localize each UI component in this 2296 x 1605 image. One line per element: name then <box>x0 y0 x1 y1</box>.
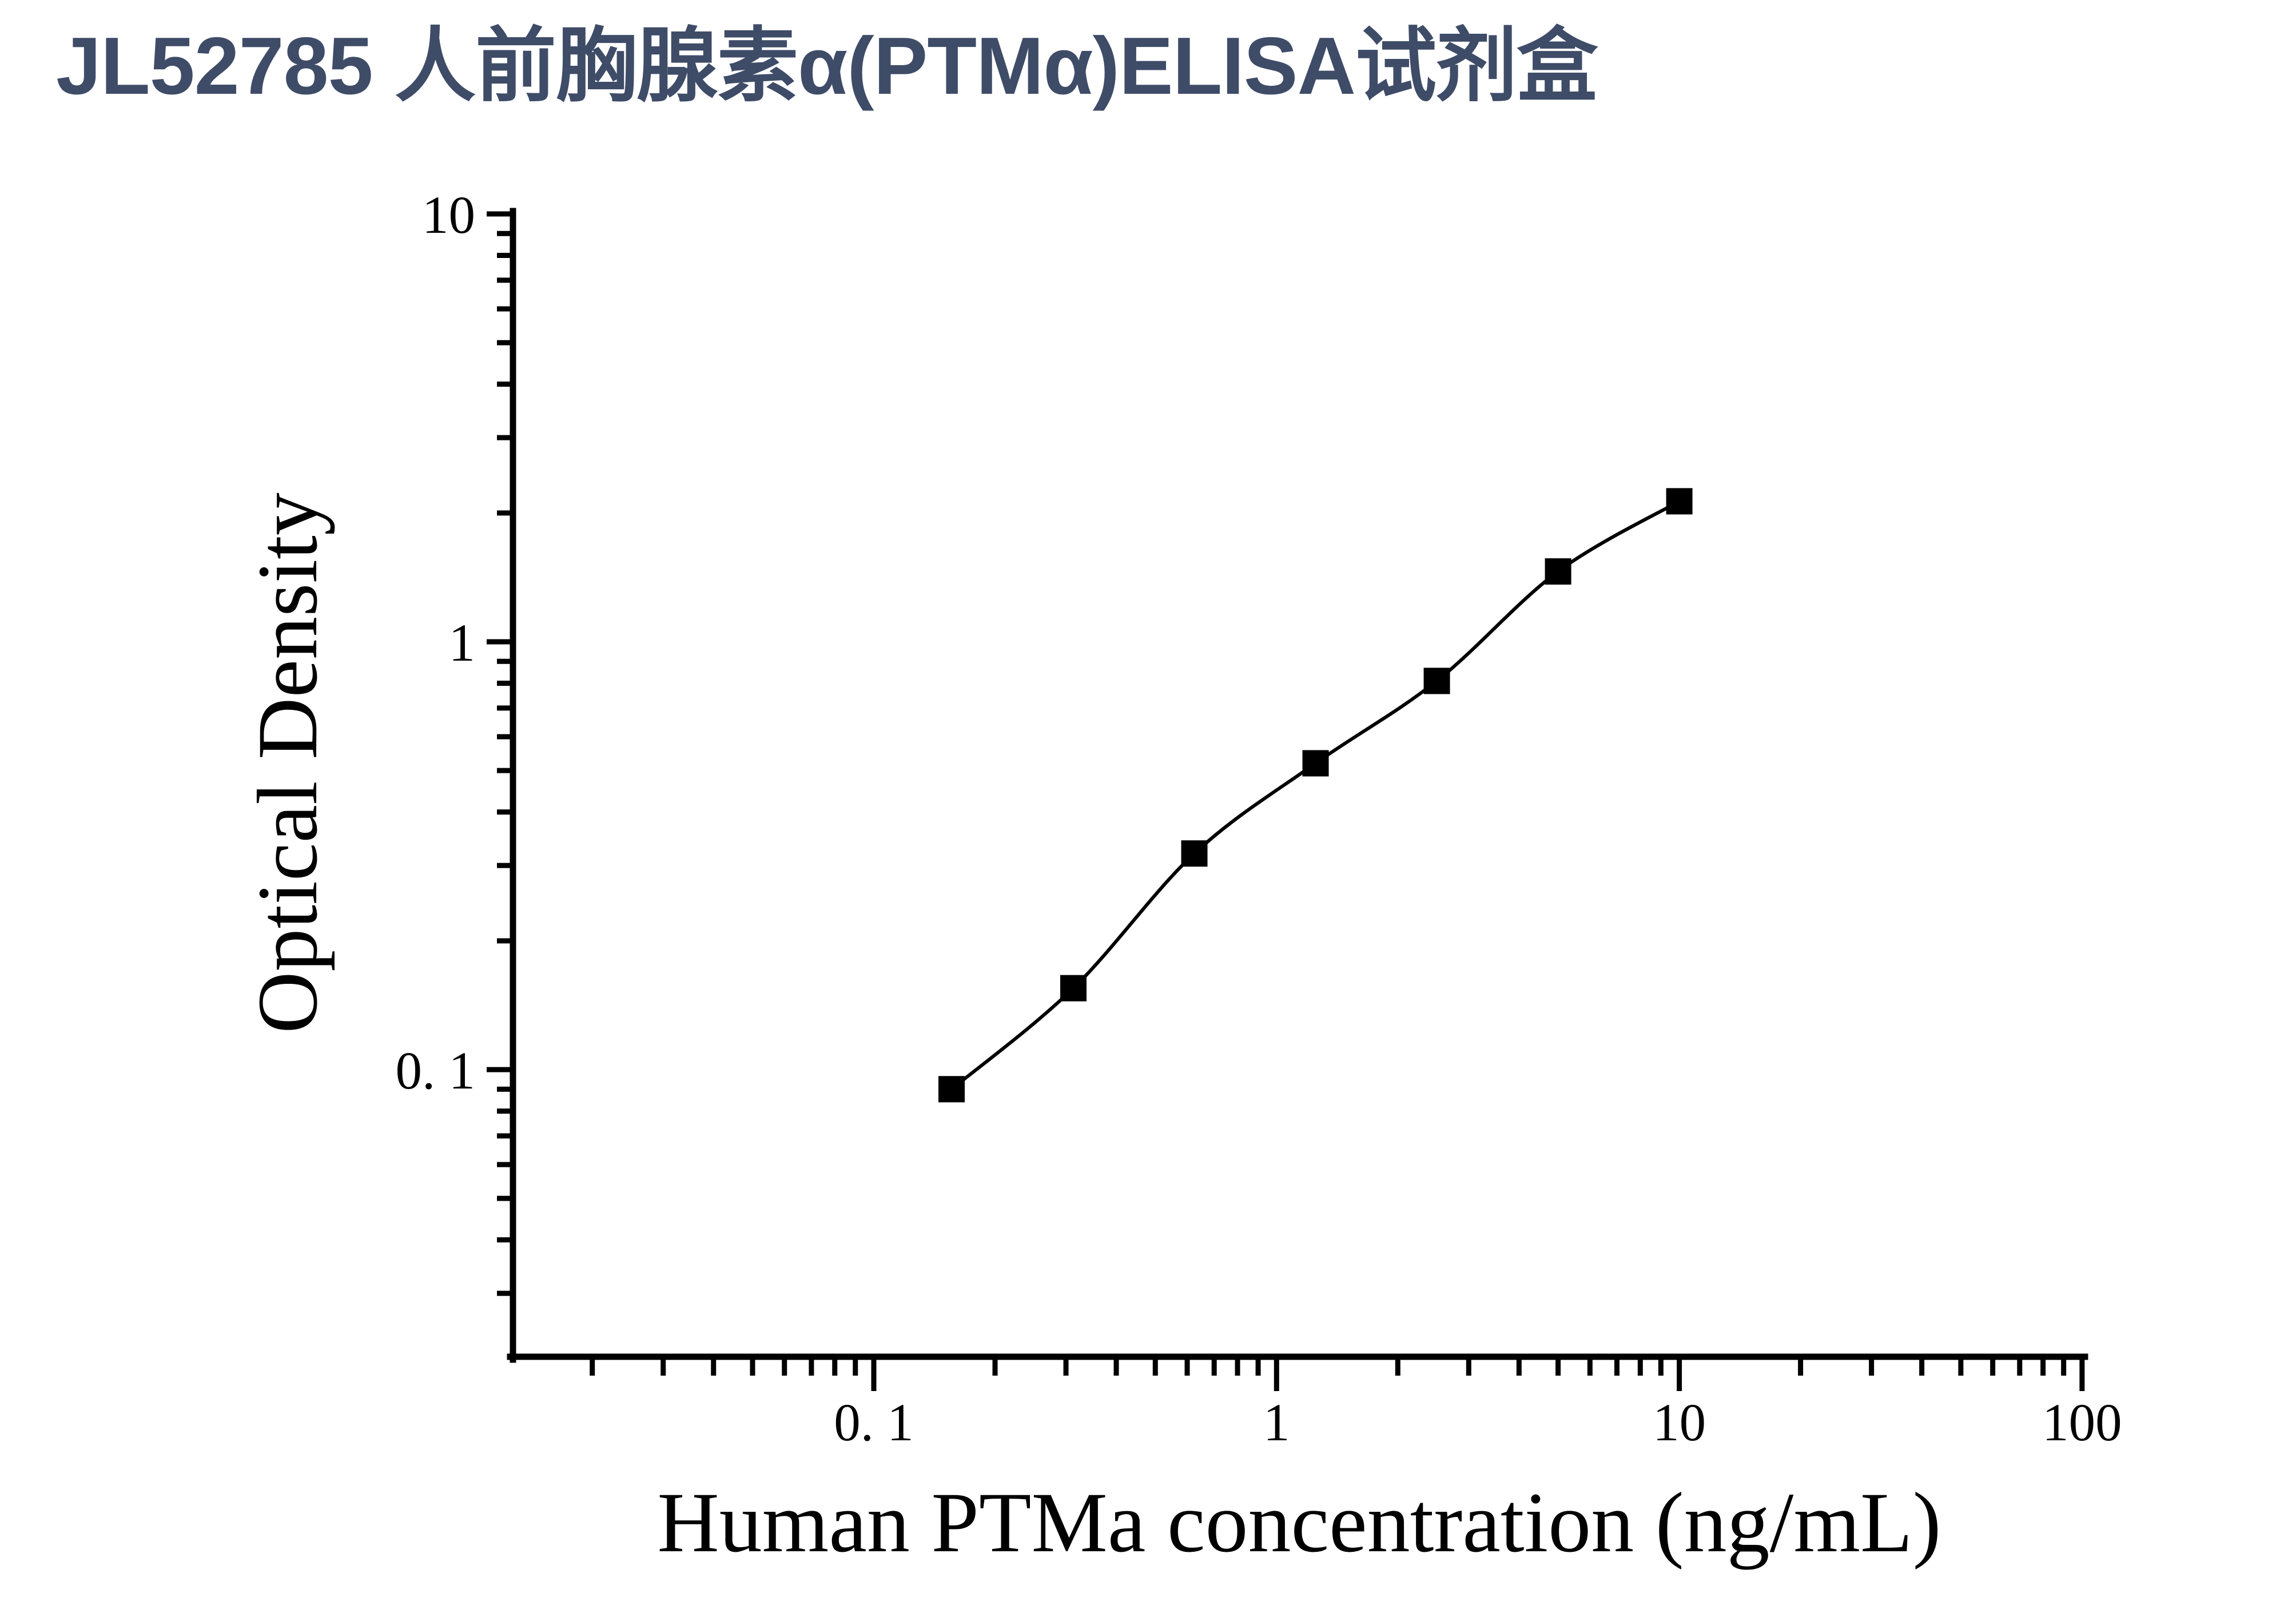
y-axis-title: Optical Density <box>240 492 335 1034</box>
y-tick-label: 10 <box>422 186 475 245</box>
x-tick-label: 100 <box>2042 1393 2122 1452</box>
x-tick-label: 1 <box>1263 1393 1290 1452</box>
x-tick-label: 0. 1 <box>834 1393 914 1452</box>
x-tick-label: 10 <box>1653 1393 1706 1452</box>
page-title: JL52785 人前胸腺素α(PTMα)ELISA试剂盒 <box>56 21 1598 112</box>
y-tick-label: 1 <box>449 614 476 673</box>
data-point-marker <box>1666 488 1693 515</box>
data-point-markers <box>938 488 1693 1103</box>
y-tick-label: 0. 1 <box>396 1042 476 1101</box>
axes <box>507 208 2088 1363</box>
axis-ticks <box>487 211 2085 1391</box>
data-point-marker <box>1423 668 1450 694</box>
data-point-marker <box>1545 558 1571 585</box>
data-point-marker <box>1302 750 1329 777</box>
x-axis-title: Human PTMa concentration (ng/mL) <box>657 1475 1941 1570</box>
data-point-marker <box>938 1076 965 1103</box>
axis-tick-labels: 0. 1 1 10 100 10 1 0. 1 <box>396 186 2122 1452</box>
data-point-marker <box>1060 975 1087 1002</box>
data-point-marker <box>1181 840 1208 867</box>
